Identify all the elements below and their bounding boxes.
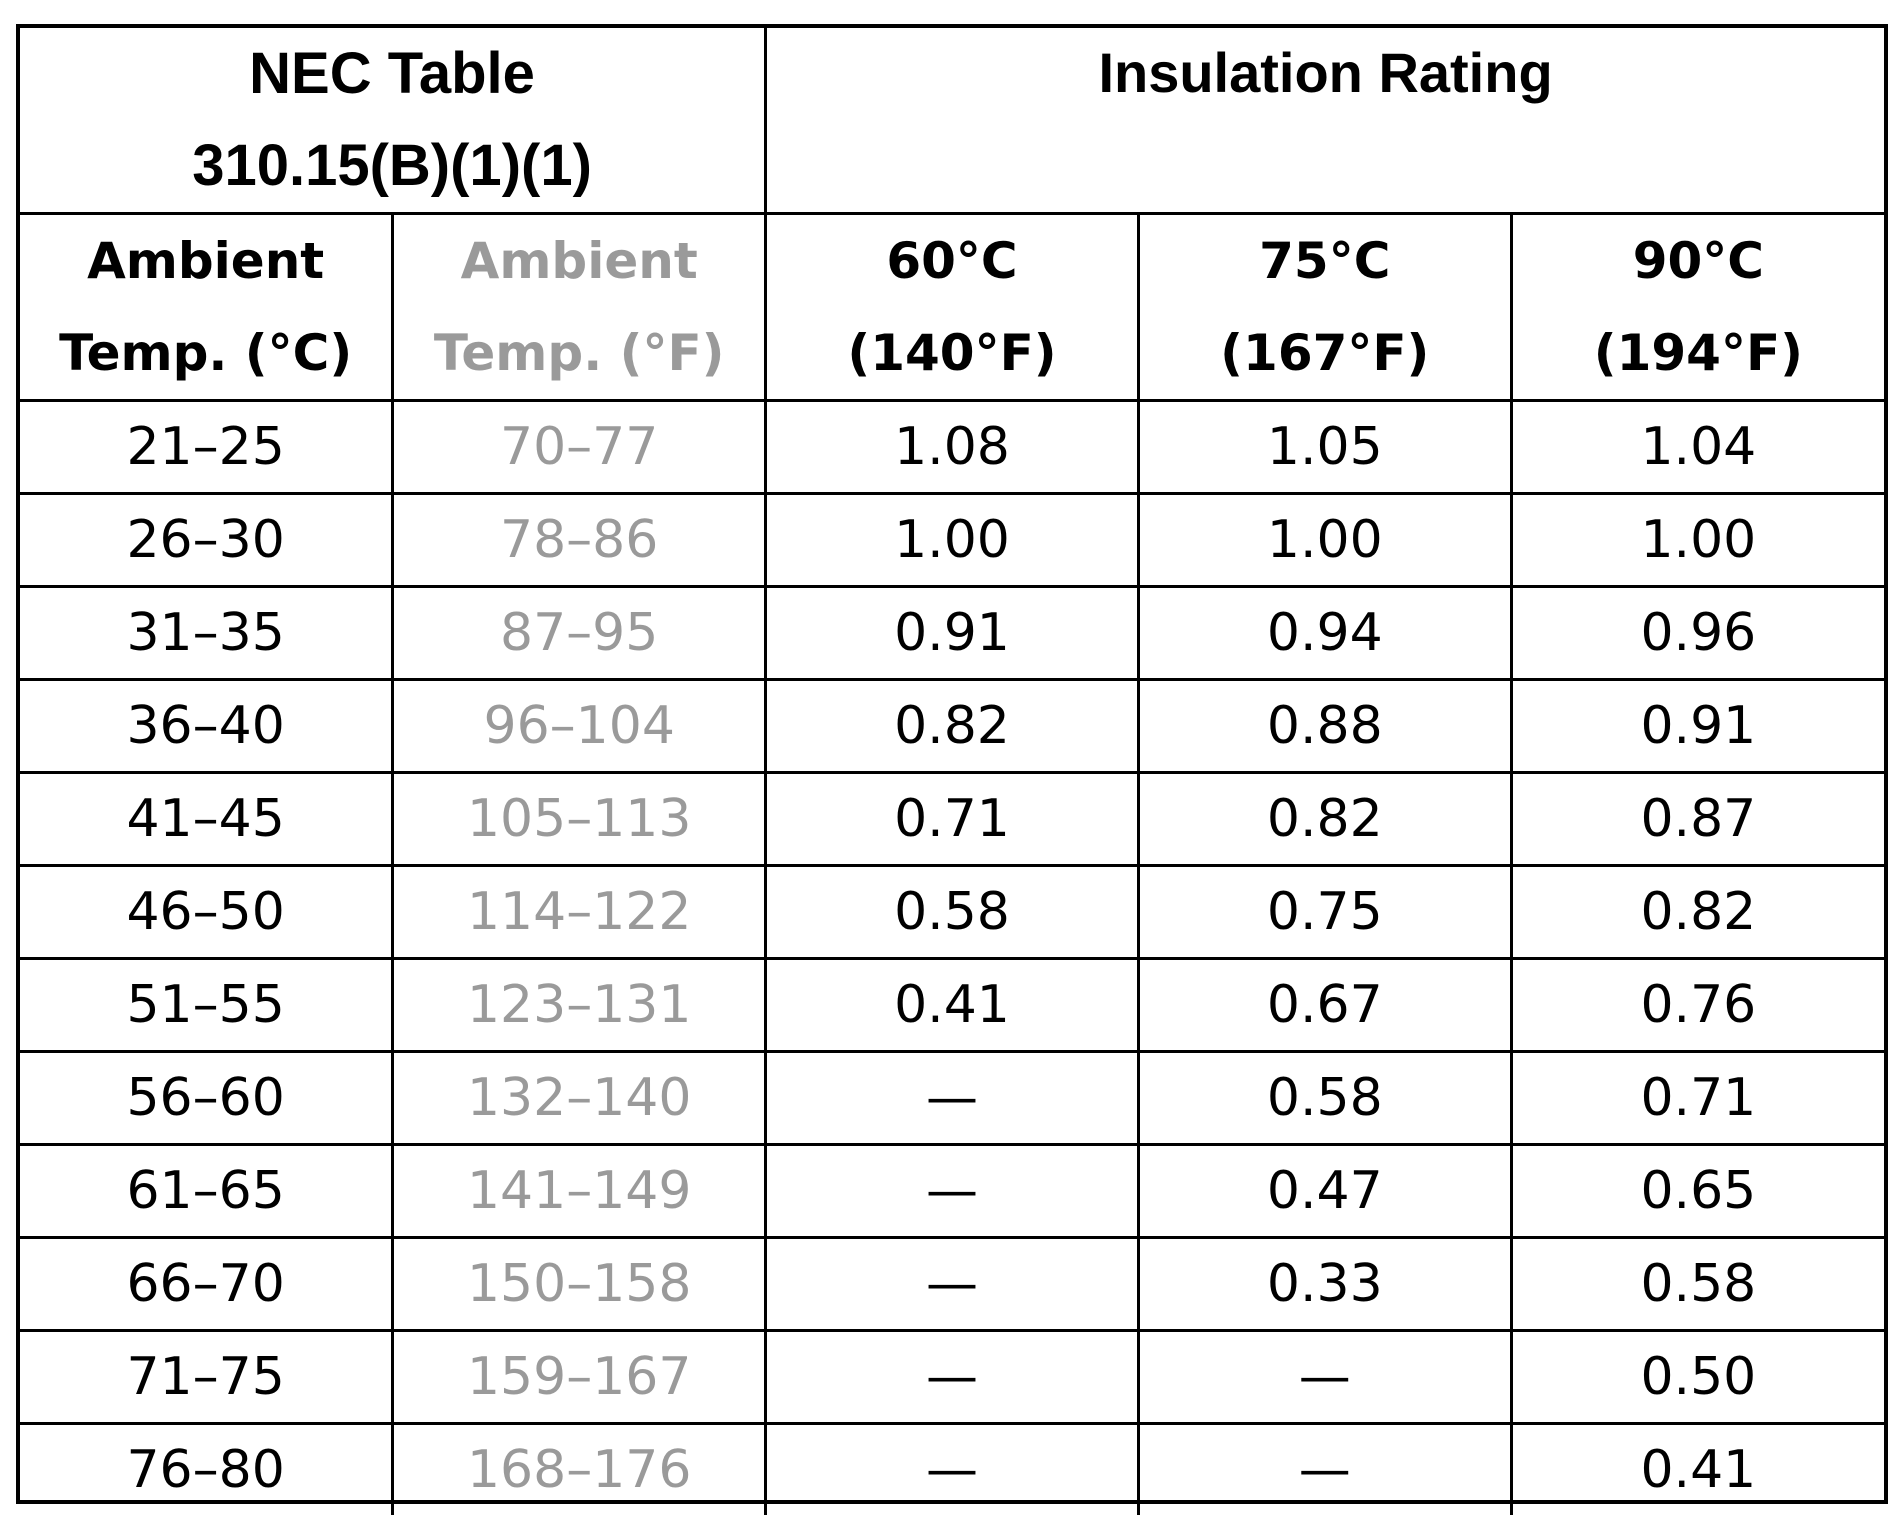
ambient-celsius-cell: 46–50 — [20, 864, 395, 960]
ambient-fahrenheit-cell: 159–167 — [391, 1329, 768, 1425]
factor-60c-cell: — — [764, 1422, 1140, 1515]
table-title-line1: NEC Table — [249, 41, 535, 106]
header-line: Ambient — [460, 232, 698, 290]
table-row: 76–80 168–176 — — 0.41 — [20, 1422, 1884, 1515]
factor-75c-cell: 0.67 — [1136, 957, 1513, 1053]
factor-90c-cell: 1.00 — [1509, 492, 1884, 588]
factor-60c-cell: — — [764, 1143, 1140, 1239]
ambient-celsius-cell: 26–30 — [20, 492, 395, 588]
table-title-line2: 310.15(B)(1)(1) — [192, 133, 592, 198]
insulation-rating-header: Insulation Rating — [764, 28, 1884, 215]
ambient-celsius-cell: 76–80 — [20, 1422, 395, 1515]
header-line: (167°F) — [1220, 324, 1430, 382]
ambient-fahrenheit-cell: 87–95 — [391, 585, 768, 681]
factor-60c-cell: 0.71 — [764, 771, 1140, 867]
factor-75c-cell: 0.94 — [1136, 585, 1513, 681]
factor-60c-cell: — — [764, 1329, 1140, 1425]
ambient-fahrenheit-cell: 70–77 — [391, 399, 768, 495]
factor-90c-cell: 0.87 — [1509, 771, 1884, 867]
factor-75c-cell: 0.75 — [1136, 864, 1513, 960]
header-line: 75°C — [1259, 232, 1391, 290]
ambient-celsius-cell: 41–45 — [20, 771, 395, 867]
table-row: 31–35 87–95 0.91 0.94 0.96 — [20, 585, 1884, 681]
factor-60c-cell: 0.41 — [764, 957, 1140, 1053]
factor-60c-cell: 1.00 — [764, 492, 1140, 588]
ambient-fahrenheit-cell: 114–122 — [391, 864, 768, 960]
header-line: Temp. (°F) — [433, 324, 725, 382]
factor-90c-cell: 1.04 — [1509, 399, 1884, 495]
factor-60c-cell: 0.82 — [764, 678, 1140, 774]
factor-75c-cell: 0.33 — [1136, 1236, 1513, 1332]
table-row: 51–55 123–131 0.41 0.67 0.76 — [20, 957, 1884, 1053]
factor-90c-cell: 0.65 — [1509, 1143, 1884, 1239]
factor-75c-cell: 0.58 — [1136, 1050, 1513, 1146]
ambient-celsius-cell: 31–35 — [20, 585, 395, 681]
ambient-fahrenheit-cell: 150–158 — [391, 1236, 768, 1332]
column-header-row: Ambient Temp. (°C) Ambient Temp. (°F) 60… — [20, 212, 1884, 402]
table-row: 46–50 114–122 0.58 0.75 0.82 — [20, 864, 1884, 960]
table-row: 41–45 105–113 0.71 0.82 0.87 — [20, 771, 1884, 867]
factor-90c-cell: 0.71 — [1509, 1050, 1884, 1146]
table-row: 21–25 70–77 1.08 1.05 1.04 — [20, 399, 1884, 495]
factor-90c-cell: 0.58 — [1509, 1236, 1884, 1332]
factor-75c-cell: 0.82 — [1136, 771, 1513, 867]
ambient-fahrenheit-cell: 105–113 — [391, 771, 768, 867]
nec-correction-table: NEC Table 310.15(B)(1)(1) Insulation Rat… — [16, 24, 1888, 1515]
factor-90c-cell: 0.50 — [1509, 1329, 1884, 1425]
factor-75c-cell: — — [1136, 1422, 1513, 1515]
ambient-fahrenheit-cell: 141–149 — [391, 1143, 768, 1239]
factor-90c-cell: 0.76 — [1509, 957, 1884, 1053]
factor-90c-cell: 0.82 — [1509, 864, 1884, 960]
header-line: Ambient — [87, 232, 325, 290]
factor-75c-cell: — — [1136, 1329, 1513, 1425]
table-row: 66–70 150–158 — 0.33 0.58 — [20, 1236, 1884, 1332]
ambient-celsius-cell: 36–40 — [20, 678, 395, 774]
factor-60c-cell: 0.58 — [764, 864, 1140, 960]
factor-75c-cell: 1.05 — [1136, 399, 1513, 495]
header-line: 90°C — [1632, 232, 1764, 290]
header-ambient-fahrenheit: Ambient Temp. (°F) — [391, 212, 768, 402]
title-row: NEC Table 310.15(B)(1)(1) Insulation Rat… — [20, 28, 1884, 215]
factor-90c-cell: 0.41 — [1509, 1422, 1884, 1515]
ambient-celsius-cell: 61–65 — [20, 1143, 395, 1239]
factor-60c-cell: — — [764, 1236, 1140, 1332]
factor-60c-cell: — — [764, 1050, 1140, 1146]
factor-75c-cell: 0.88 — [1136, 678, 1513, 774]
table-row: 61–65 141–149 — 0.47 0.65 — [20, 1143, 1884, 1239]
header-rating-60c: 60°C (140°F) — [764, 212, 1140, 402]
ambient-celsius-cell: 56–60 — [20, 1050, 395, 1146]
factor-60c-cell: 0.91 — [764, 585, 1140, 681]
factor-60c-cell: 1.08 — [764, 399, 1140, 495]
ambient-celsius-cell: 21–25 — [20, 399, 395, 495]
table-row: 56–60 132–140 — 0.58 0.71 — [20, 1050, 1884, 1146]
table-row: 26–30 78–86 1.00 1.00 1.00 — [20, 492, 1884, 588]
table-title: NEC Table 310.15(B)(1)(1) — [20, 28, 768, 215]
ambient-celsius-cell: 71–75 — [20, 1329, 395, 1425]
header-ambient-celsius: Ambient Temp. (°C) — [20, 212, 395, 402]
ambient-celsius-cell: 51–55 — [20, 957, 395, 1053]
ambient-fahrenheit-cell: 168–176 — [391, 1422, 768, 1515]
ambient-celsius-cell: 66–70 — [20, 1236, 395, 1332]
header-rating-75c: 75°C (167°F) — [1136, 212, 1513, 402]
factor-90c-cell: 0.91 — [1509, 678, 1884, 774]
factor-75c-cell: 0.47 — [1136, 1143, 1513, 1239]
ambient-fahrenheit-cell: 123–131 — [391, 957, 768, 1053]
factor-90c-cell: 0.96 — [1509, 585, 1884, 681]
ampacity-correction-table: NEC Table 310.15(B)(1)(1) Insulation Rat… — [20, 28, 1884, 1515]
ambient-fahrenheit-cell: 96–104 — [391, 678, 768, 774]
header-line: (140°F) — [847, 324, 1057, 382]
header-line: 60°C — [886, 232, 1018, 290]
ambient-fahrenheit-cell: 132–140 — [391, 1050, 768, 1146]
header-line: (194°F) — [1593, 324, 1803, 382]
table-body: 21–25 70–77 1.08 1.05 1.04 26–30 78–86 1… — [20, 399, 1884, 1515]
header-rating-90c: 90°C (194°F) — [1509, 212, 1884, 402]
header-line: Temp. (°C) — [59, 324, 353, 382]
table-row: 36–40 96–104 0.82 0.88 0.91 — [20, 678, 1884, 774]
table-row: 71–75 159–167 — — 0.50 — [20, 1329, 1884, 1425]
ambient-fahrenheit-cell: 78–86 — [391, 492, 768, 588]
factor-75c-cell: 1.00 — [1136, 492, 1513, 588]
